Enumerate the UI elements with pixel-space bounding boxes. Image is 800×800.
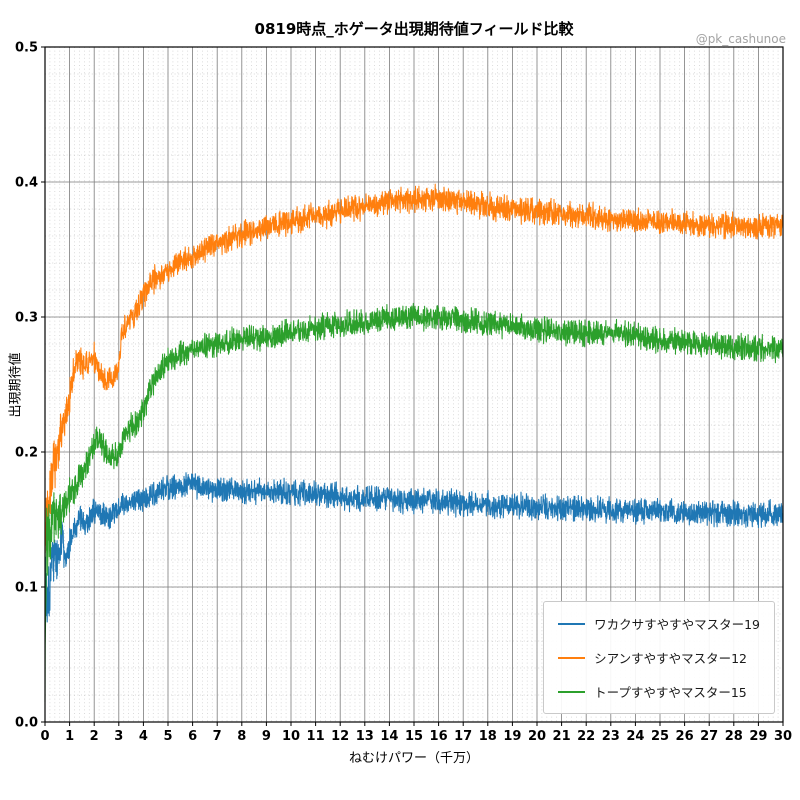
x-tick-label: 21 <box>553 729 571 744</box>
x-tick-label: 26 <box>676 729 694 744</box>
x-tick-label: 29 <box>749 729 767 744</box>
x-tick-label: 0 <box>40 729 49 744</box>
y-tick-label: 0.3 <box>15 311 38 326</box>
legend-label: ワカクサすやすやマスター19 <box>594 617 760 632</box>
y-tick-label: 0.0 <box>15 716 38 731</box>
x-tick-label: 14 <box>380 729 398 744</box>
x-tick-label: 15 <box>405 729 423 744</box>
y-tick-label: 0.2 <box>15 446 38 461</box>
x-tick-label: 30 <box>774 729 792 744</box>
chart-title: 0819時点_ホゲータ出現期待値フィールド比較 <box>254 20 574 38</box>
x-tick-label: 5 <box>163 729 172 744</box>
x-tick-label: 18 <box>479 729 497 744</box>
x-tick-label: 11 <box>307 729 325 744</box>
y-tick-label: 0.4 <box>15 176 38 191</box>
x-tick-label: 23 <box>602 729 620 744</box>
y-tick-label: 0.1 <box>15 581 38 596</box>
x-tick-label: 3 <box>114 729 123 744</box>
x-tick-label: 10 <box>282 729 300 744</box>
x-tick-label: 4 <box>139 729 148 744</box>
x-tick-label: 17 <box>454 729 472 744</box>
y-tick-label: 0.5 <box>15 41 38 56</box>
series-line-1 <box>44 183 784 554</box>
legend-label: シアンすやすやマスター12 <box>594 651 747 666</box>
legend: ワカクサすやすやマスター19 シアンすやすやマスター12 トープすやすやマスター… <box>543 601 775 714</box>
legend-label: トープすやすやマスター15 <box>594 685 747 700</box>
x-tick-label: 9 <box>262 729 271 744</box>
x-tick-label: 1 <box>65 729 74 744</box>
legend-item-taupe: トープすやすやマスター15 <box>558 682 760 701</box>
x-tick-label: 25 <box>651 729 669 744</box>
x-tick-label: 2 <box>90 729 99 744</box>
watermark-handle: @pk_cashunoe <box>695 32 786 46</box>
x-tick-label: 24 <box>626 729 644 744</box>
series-line-2 <box>44 302 784 703</box>
x-tick-label: 20 <box>528 729 546 744</box>
x-tick-label: 27 <box>700 729 718 744</box>
x-tick-label: 19 <box>503 729 521 744</box>
x-tick-label: 13 <box>356 729 374 744</box>
x-tick-label: 12 <box>331 729 349 744</box>
legend-line-swatch-blue <box>558 622 586 625</box>
x-tick-label: 7 <box>213 729 222 744</box>
legend-line-swatch-orange <box>558 656 586 659</box>
x-tick-label: 22 <box>577 729 595 744</box>
x-tick-label: 28 <box>725 729 743 744</box>
x-tick-label: 8 <box>237 729 246 744</box>
legend-item-cyan: シアンすやすやマスター12 <box>558 648 760 667</box>
x-tick-label: 16 <box>430 729 448 744</box>
series-line-0 <box>44 472 784 623</box>
x-tick-label: 6 <box>188 729 197 744</box>
legend-item-wakakusa: ワカクサすやすやマスター19 <box>558 614 760 633</box>
legend-line-swatch-green <box>558 690 586 693</box>
x-axis-label: ねむけパワー（千万） <box>348 751 479 766</box>
plot-border <box>44 46 784 723</box>
